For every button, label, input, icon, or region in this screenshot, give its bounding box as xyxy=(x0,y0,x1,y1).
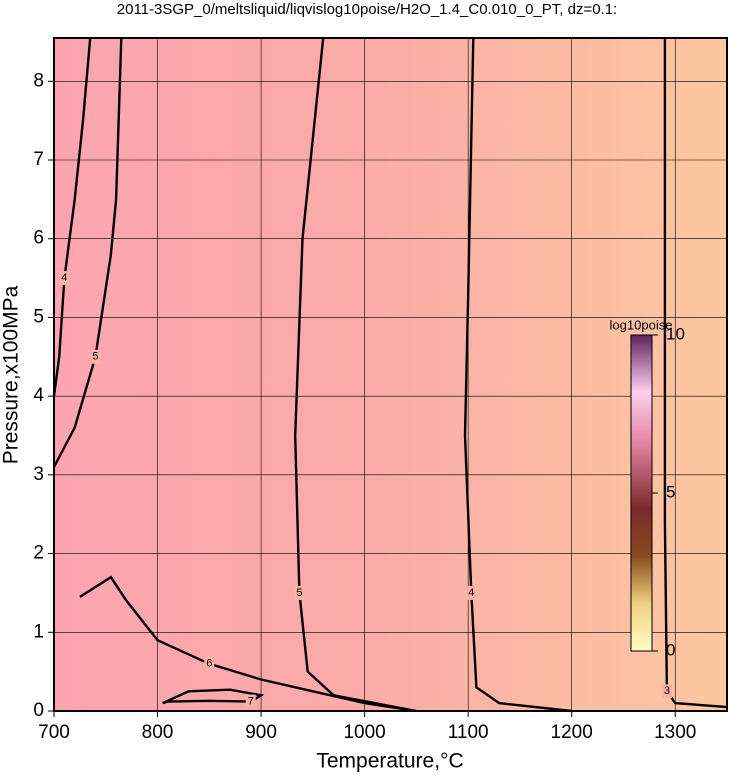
contour-label-bg xyxy=(90,349,101,364)
colorbar xyxy=(630,334,653,652)
contour-label-bg xyxy=(245,694,256,709)
contour-label: 5 xyxy=(296,587,302,599)
y-tick-label: 6 xyxy=(33,228,44,249)
contour-line xyxy=(52,37,92,397)
colorbar-tick-label: 10 xyxy=(666,324,685,343)
y-tick-label: 2 xyxy=(33,543,44,564)
x-tick-label: 1100 xyxy=(448,722,489,743)
x-tick-label: 700 xyxy=(38,722,70,743)
contour-label: 4 xyxy=(61,272,67,284)
chart-title: 2011-3SGP_0/meltsliquid/liqvislog10poise… xyxy=(117,1,617,18)
contour-line xyxy=(52,37,123,468)
x-tick-label: 1000 xyxy=(343,722,385,743)
contour-label-bg xyxy=(59,271,70,286)
x-axis-label: Temperature,°C xyxy=(316,750,463,773)
y-tick-label: 0 xyxy=(33,700,44,721)
plot-background xyxy=(54,38,727,711)
y-tick-label: 5 xyxy=(33,306,44,327)
contour-label-bg xyxy=(661,684,672,699)
y-tick-label: 1 xyxy=(33,621,44,642)
y-tick-label: 7 xyxy=(33,149,44,170)
y-axis-label: Pressure,x100MPa xyxy=(0,285,23,464)
contour-line xyxy=(663,38,728,709)
x-tick-label: 1300 xyxy=(654,722,696,743)
contour-label: 6 xyxy=(206,658,212,670)
x-tick-label: 900 xyxy=(245,722,277,743)
contour-label-bg xyxy=(466,585,477,600)
colorbar-tick-label: 5 xyxy=(666,482,675,501)
contour-label-bg xyxy=(294,585,305,600)
contour-label: 4 xyxy=(468,587,474,599)
x-tick-label: 1200 xyxy=(551,722,593,743)
plot-frame xyxy=(53,37,728,712)
contour-label: 7 xyxy=(248,695,254,707)
contour-label: 5 xyxy=(92,351,98,363)
plot-area: 3 4 5 5 4 6 7 xyxy=(52,37,728,713)
y-tick-label: 3 xyxy=(33,464,44,485)
contour-label-bg xyxy=(204,656,215,671)
y-tick-label: 8 xyxy=(33,70,44,91)
contour-label: 3 xyxy=(664,685,670,697)
x-tick-label: 800 xyxy=(142,722,174,743)
contour-line xyxy=(162,688,265,705)
colorbar-tick-label: 0 xyxy=(666,640,675,659)
colorbar-label: log10poise xyxy=(610,317,673,332)
y-tick-label: 4 xyxy=(33,385,44,406)
